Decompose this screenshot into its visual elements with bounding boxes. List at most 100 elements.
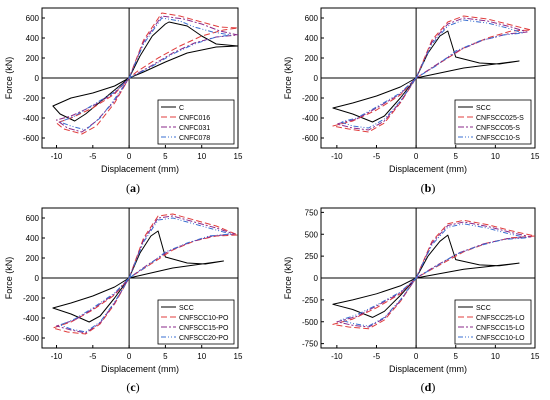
series-line-3 xyxy=(336,17,528,131)
y-tick-label: 200 xyxy=(26,254,40,263)
y-tick-label: -400 xyxy=(302,114,319,123)
caption-a: (a) xyxy=(126,181,140,195)
y-tick-label: -600 xyxy=(302,134,319,143)
x-tick-label: 0 xyxy=(414,352,419,361)
series-line-3 xyxy=(336,221,532,328)
caption-b: (b) xyxy=(420,181,436,195)
y-tick-label: -600 xyxy=(23,334,40,343)
y-tick-label: 600 xyxy=(26,214,40,223)
x-tick-label: -10 xyxy=(331,152,343,161)
series-line-4 xyxy=(340,223,528,327)
x-tick-label: 0 xyxy=(127,352,132,361)
x-tick-label: 5 xyxy=(454,352,459,361)
x-tick-label: 10 xyxy=(491,352,500,361)
legend-label: C xyxy=(179,105,184,112)
y-tick-label: 500 xyxy=(305,230,319,239)
series-line-1 xyxy=(332,234,520,318)
chart-a: -10 -5 0 5 10 15 -600 -400 -200 0 200 400 600 Displac… xyxy=(4,7,243,174)
y-tick-label: 0 xyxy=(314,74,319,83)
x-tick-label: -5 xyxy=(373,352,381,361)
legend-label: CNFSCC25-LO xyxy=(476,315,525,322)
y-tick-label: -200 xyxy=(302,94,319,103)
legend-label: CNFSCC15-LO xyxy=(476,325,525,332)
y-tick-label: 400 xyxy=(26,34,40,43)
y-tick-label: -400 xyxy=(23,314,40,323)
chart-c: -10 -5 0 5 10 15 -600 -400 -200 0 200 400 600 Displac… xyxy=(4,207,243,374)
x-tick-label: -10 xyxy=(331,352,343,361)
x-tick-label: 15 xyxy=(531,352,540,361)
x-tick-label: 10 xyxy=(197,152,206,161)
chart-d: -10 -5 0 5 10 15 -750 -500 -250 0 250 500 750 Displac… xyxy=(283,207,540,374)
y-tick-label: 400 xyxy=(26,234,40,243)
series-group xyxy=(332,219,535,330)
x-axis-label: Displacement (mm) xyxy=(389,364,467,374)
legend-label: CNFSCC15-PO xyxy=(179,325,229,332)
x-axis-label: Displacement (mm) xyxy=(101,364,179,374)
x-tick-label: -5 xyxy=(373,152,381,161)
series-line-1 xyxy=(332,30,520,123)
y-tick-label: -400 xyxy=(23,114,40,123)
y-axis-label: Force (kN) xyxy=(283,57,293,100)
y-tick-label: -600 xyxy=(23,134,40,143)
legend-label: CNFSCC10-S xyxy=(476,135,520,142)
x-tick-label: 5 xyxy=(163,352,168,361)
y-tick-label: 400 xyxy=(305,34,319,43)
series-line-3 xyxy=(56,15,238,133)
x-axis-label: Displacement (mm) xyxy=(389,164,467,174)
series-line-1 xyxy=(52,230,224,323)
x-tick-label: -10 xyxy=(51,352,63,361)
y-tick-label: -200 xyxy=(23,294,40,303)
series-line-1 xyxy=(52,21,238,122)
x-tick-label: 5 xyxy=(163,152,168,161)
legend-label: SCC xyxy=(179,305,194,312)
y-tick-label: 750 xyxy=(305,208,319,217)
x-tick-label: 10 xyxy=(491,152,500,161)
y-axis-label: Force (kN) xyxy=(4,257,14,300)
caption-c: (c) xyxy=(126,380,140,394)
series-group xyxy=(332,15,532,133)
legend-label: SCC xyxy=(476,105,491,112)
series-line-2 xyxy=(56,12,238,135)
panel-b: -10 -5 0 5 10 15 -600 -400 -200 0 200 400 600 Displac… xyxy=(275,0,550,200)
caption-d: (d) xyxy=(420,380,436,394)
x-axis-label: Displacement (mm) xyxy=(101,164,179,174)
y-tick-label: 200 xyxy=(305,54,319,63)
x-tick-label: -5 xyxy=(89,352,97,361)
x-tick-label: 15 xyxy=(531,152,540,161)
x-tick-label: 15 xyxy=(234,152,243,161)
x-tick-label: 15 xyxy=(234,352,243,361)
legend-label: CNFSCC10-LO xyxy=(476,335,525,342)
legend-label: SCC xyxy=(476,305,491,312)
series-group xyxy=(52,12,238,135)
series-line-4 xyxy=(59,17,232,131)
series-line-2 xyxy=(52,213,238,335)
x-tick-label: 5 xyxy=(454,152,459,161)
legend-label: CNFC016 xyxy=(179,115,210,122)
panel-a: -10 -5 0 5 10 15 -600 -400 -200 0 200 400 600 Displac… xyxy=(0,0,275,200)
y-tick-label: 600 xyxy=(305,14,319,23)
y-tick-label: -200 xyxy=(23,94,40,103)
y-tick-label: 600 xyxy=(26,14,40,23)
panel-c: -10 -5 0 5 10 15 -600 -400 -200 0 200 400 600 Displac… xyxy=(0,200,275,400)
series-line-2 xyxy=(332,15,532,133)
legend-label: CNFSCC10-PO xyxy=(179,315,229,322)
legend-label: CNFSCC025-S xyxy=(476,115,524,122)
series-line-4 xyxy=(340,19,524,129)
series-line-4 xyxy=(59,217,232,333)
x-tick-label: 10 xyxy=(197,352,206,361)
x-tick-label: 0 xyxy=(414,152,419,161)
y-tick-label: -250 xyxy=(302,296,319,305)
x-tick-label: 0 xyxy=(127,152,132,161)
y-tick-label: 0 xyxy=(314,274,319,283)
y-axis-label: Force (kN) xyxy=(283,257,293,300)
y-tick-label: 250 xyxy=(305,252,319,261)
y-axis-label: Force (kN) xyxy=(4,57,14,100)
series-line-2 xyxy=(332,219,535,330)
legend-label: CNFC031 xyxy=(179,125,210,132)
legend-label: CNFSCC05-S xyxy=(476,125,520,132)
y-tick-label: -750 xyxy=(302,340,319,349)
legend-box xyxy=(157,99,235,145)
x-tick-label: -10 xyxy=(51,152,63,161)
series-group xyxy=(52,213,238,335)
panel-d: -10 -5 0 5 10 15 -750 -500 -250 0 250 500 750 Displac… xyxy=(275,200,550,400)
